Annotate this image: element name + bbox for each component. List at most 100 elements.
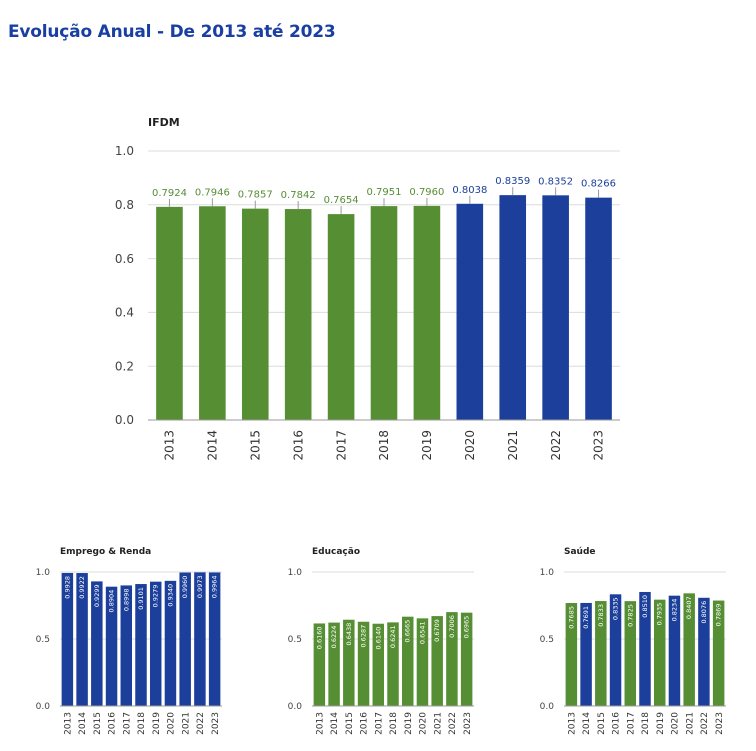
data-label: 0.7685	[567, 606, 575, 629]
x-tick-label: 2021	[181, 712, 191, 735]
data-label: 0.6241	[389, 625, 397, 648]
bar	[387, 622, 399, 706]
bar	[542, 195, 569, 420]
x-tick-label: 2015	[345, 712, 355, 735]
bar	[199, 206, 226, 420]
x-tick-label: 2015	[93, 712, 103, 735]
data-label: 0.8076	[700, 601, 708, 624]
x-tick-label: 2017	[374, 712, 384, 735]
y-tick-label: 0.2	[115, 359, 134, 373]
bar	[639, 591, 651, 706]
bar	[446, 612, 458, 706]
bar	[416, 618, 429, 706]
data-label: 0.9928	[63, 576, 71, 599]
bar	[585, 197, 612, 420]
data-label: 0.8904	[108, 590, 116, 613]
x-tick-label: 2022	[448, 712, 458, 735]
bar	[343, 619, 355, 706]
y-tick-label: 1.0	[540, 568, 555, 578]
x-tick-label: 2019	[404, 712, 414, 735]
x-tick-label: 2023	[463, 712, 473, 735]
bar	[105, 586, 118, 706]
data-label: 0.7857	[238, 190, 273, 201]
y-tick-label: 0.0	[115, 413, 134, 427]
y-tick-label: 0.6	[115, 252, 134, 266]
bar	[284, 209, 312, 420]
bar	[712, 600, 725, 706]
data-label: 0.8407	[685, 596, 693, 619]
data-label: 0.7842	[281, 190, 316, 201]
data-label: 0.7691	[582, 606, 590, 629]
x-tick-label: 2023	[211, 712, 221, 735]
data-label: 0.8335	[612, 597, 620, 620]
page-title: Evolução Anual - De 2013 até 2023	[8, 22, 336, 42]
x-tick-label: 2016	[291, 430, 305, 461]
x-tick-label: 2022	[549, 430, 563, 461]
data-label: 0.9340	[166, 584, 174, 607]
bar	[595, 601, 607, 706]
x-tick-label: 2020	[167, 712, 177, 735]
data-label: 0.7833	[597, 604, 605, 627]
bar	[372, 623, 385, 706]
data-label: 0.6541	[418, 621, 426, 644]
data-label: 0.8359	[495, 176, 530, 187]
bar	[580, 602, 592, 706]
x-tick-label: 2016	[108, 712, 118, 735]
data-label: 0.6160	[315, 626, 323, 649]
saude-chart: Saúde 0.0 0.5 1.0 0.7685 2013 0.7691 2014 0.7833…	[540, 547, 726, 735]
bar	[313, 623, 326, 706]
bar	[357, 621, 370, 706]
x-tick-label: 2016	[360, 712, 370, 735]
x-tick-label: 2014	[78, 712, 88, 735]
data-label: 0.6665	[404, 620, 412, 643]
data-label: 0.8510	[641, 595, 649, 618]
data-label: 0.7869	[715, 604, 723, 627]
x-tick-label: 2022	[196, 712, 206, 735]
x-tick-label: 2022	[700, 712, 710, 735]
bar	[460, 612, 473, 706]
data-label: 0.7825	[626, 604, 634, 627]
x-tick-label: 2016	[612, 712, 622, 735]
ifdm-chart: IFDM 0.0 0.2 0.4 0.6 0.8 1.0 0.7924 2013 0.7946 20…	[115, 116, 620, 461]
x-tick-label: 2017	[626, 712, 636, 735]
x-tick-label: 2018	[377, 430, 391, 461]
x-tick-label: 2013	[64, 712, 74, 735]
bar	[624, 601, 637, 706]
data-label: 0.9922	[78, 576, 86, 599]
data-label: 0.7654	[324, 195, 359, 206]
bar	[76, 573, 88, 706]
data-label: 0.6224	[330, 626, 338, 649]
bar	[565, 603, 578, 706]
chart-title: IFDM	[148, 116, 180, 129]
x-tick-label: 2019	[656, 712, 666, 735]
y-tick-label: 0.5	[540, 635, 554, 645]
bar	[61, 572, 74, 706]
x-tick-label: 2019	[152, 712, 162, 735]
bar	[370, 206, 398, 420]
bar	[698, 597, 710, 706]
bar	[328, 622, 340, 706]
data-label: 0.6140	[374, 627, 382, 650]
bar	[194, 572, 206, 706]
bar	[413, 205, 441, 420]
data-label: 0.8266	[581, 179, 616, 190]
y-tick-label: 0.0	[36, 702, 51, 712]
educacao-chart: Educação 0.0 0.5 1.0 0.6160 2013 0.6224 2014 0.6…	[288, 547, 474, 735]
data-label: 0.6709	[433, 619, 441, 642]
x-tick-label: 2020	[463, 430, 477, 461]
x-tick-label: 2014	[206, 430, 220, 461]
bar	[208, 572, 221, 706]
x-tick-label: 2017	[122, 712, 132, 735]
y-tick-label: 1.0	[115, 144, 134, 158]
bar	[653, 599, 666, 706]
data-label: 0.8038	[452, 185, 487, 196]
data-label: 0.9101	[137, 587, 145, 610]
chart-title: Saúde	[564, 547, 596, 557]
chart-title: Emprego & Renda	[60, 547, 151, 557]
x-tick-label: 2023	[715, 712, 725, 735]
data-label: 0.9960	[181, 576, 189, 599]
x-tick-label: 2018	[389, 712, 399, 735]
bar	[149, 581, 162, 706]
y-tick-label: 0.5	[36, 635, 50, 645]
y-tick-label: 0.8	[115, 198, 134, 212]
